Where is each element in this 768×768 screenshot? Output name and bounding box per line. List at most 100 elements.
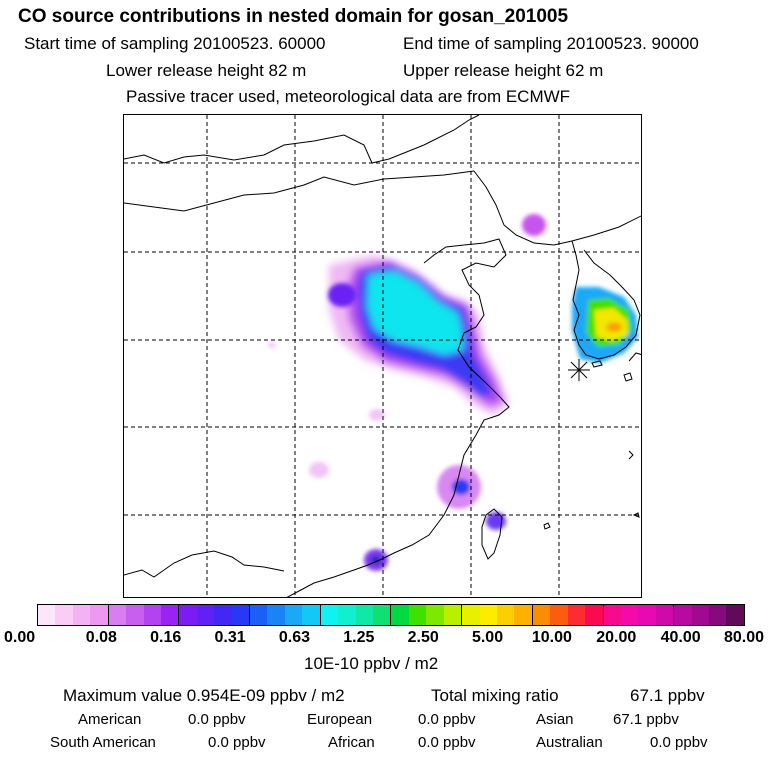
colorbar-cell <box>691 605 710 625</box>
colorbar-tick-label: 0.31 <box>214 629 246 646</box>
colorbar-cell <box>160 605 179 625</box>
african-label: African <box>328 734 375 751</box>
patch-south-core <box>371 556 381 564</box>
receptor-marker <box>568 359 590 381</box>
colorbar-cell <box>55 605 73 625</box>
american-label: American <box>78 711 142 728</box>
colorbar-tick-label: 0.63 <box>278 629 311 646</box>
colorbar-cell <box>620 605 639 625</box>
colorbar-cell <box>90 605 108 625</box>
colorbar-cell <box>585 605 603 625</box>
total-mixing-value: 67.1 ppbv <box>630 686 705 705</box>
colorbar-tick-label: 20.00 <box>596 629 637 646</box>
colorbar-cell <box>638 605 656 625</box>
colorbar-cell <box>567 605 586 625</box>
map-panel <box>123 114 642 598</box>
australian-value: 0.0 ppbv <box>650 734 708 751</box>
patch-southwest <box>309 462 329 478</box>
plot-title: CO source contributions in nested domain… <box>18 6 569 27</box>
colorbar-unit: 10E-10 ppbv / m2 <box>304 654 439 673</box>
colorbar-cell <box>726 605 744 625</box>
tracer-note: Passive tracer used, meteorological data… <box>126 87 571 106</box>
colorbar-cell <box>231 605 250 625</box>
island-3 <box>543 522 551 530</box>
patch-tiny-west <box>268 342 276 348</box>
upper-release-height-label: Upper release height 62 m <box>403 61 604 80</box>
european-value: 0.0 ppbv <box>418 711 476 728</box>
colorbar-cell <box>72 605 91 625</box>
colorbar-cell <box>214 605 232 625</box>
colorbar-tick-label: 1.25 <box>343 629 375 646</box>
colorbar-cell <box>673 605 692 625</box>
graticule <box>124 115 641 597</box>
colorbar-tick-label: 2.50 <box>407 629 439 646</box>
end-time-label: End time of sampling 20100523. 90000 <box>403 34 699 53</box>
colorbar-cell <box>479 605 497 625</box>
island-1 <box>623 372 633 382</box>
colorbar-cell <box>107 605 127 625</box>
japan-kyushu <box>628 352 641 362</box>
colorbar-cell <box>267 605 285 625</box>
patch-north <box>522 214 546 236</box>
colorbar-cell <box>196 605 215 625</box>
colorbar <box>37 604 745 626</box>
australian-label: Australian <box>536 734 603 751</box>
colorbar-cell <box>550 605 568 625</box>
colorbar-tick-label: 40.00 <box>660 629 701 646</box>
lower-release-height-label: Lower release height 82 m <box>106 61 307 80</box>
african-value: 0.0 ppbv <box>418 734 476 751</box>
colorbar-cell <box>531 605 551 625</box>
start-time-label: Start time of sampling 20100523. 60000 <box>24 34 326 53</box>
map-canvas <box>124 115 641 597</box>
asian-label: Asian <box>536 711 574 728</box>
colorbar-cell <box>284 605 303 625</box>
china-northern-border <box>124 115 480 164</box>
colorbar-cell <box>302 605 320 625</box>
coastlines <box>124 115 641 597</box>
colorbar-cell <box>178 605 197 625</box>
european-label: European <box>307 711 373 728</box>
colorbar-cell <box>426 605 444 625</box>
mongolia-border <box>124 170 475 212</box>
bohai-coast <box>286 238 510 597</box>
jeju-island <box>591 360 603 368</box>
colorbar-cell <box>496 605 515 625</box>
colorbar-cell <box>514 605 532 625</box>
colorbar-cell <box>249 605 268 625</box>
colorbar-cell <box>38 605 56 625</box>
concentration-field <box>268 214 638 571</box>
taiwan <box>481 508 503 560</box>
colorbar-tick-label: 0.00 <box>4 629 36 646</box>
colorbar-cell <box>319 605 339 625</box>
island-2 <box>628 450 634 460</box>
colorbar-tick-label: 10.00 <box>531 629 572 646</box>
asian-value: 67.1 ppbv <box>613 711 679 728</box>
colorbar-cell <box>408 605 427 625</box>
colorbar-cell <box>373 605 391 625</box>
plume-core-cyan <box>367 271 464 355</box>
south-american-label: South American <box>50 734 156 751</box>
colorbar-cell <box>143 605 161 625</box>
max-value-label: Maximum value 0.954E-09 ppbv / m2 <box>63 686 345 705</box>
total-mixing-label: Total mixing ratio <box>431 686 559 705</box>
colorbar-cell <box>355 605 374 625</box>
colorbar-cell <box>443 605 462 625</box>
china-east-coast <box>473 170 641 246</box>
colorbar-cell <box>709 605 727 625</box>
colorbar-tick-label: 0.08 <box>85 629 117 646</box>
colorbar-cell <box>390 605 409 625</box>
south-american-value: 0.0 ppbv <box>208 734 266 751</box>
patch-west <box>328 283 356 307</box>
colorbar-cell <box>126 605 144 625</box>
colorbar-cell <box>655 605 674 625</box>
colorbar-tick-label: 0.16 <box>150 629 182 646</box>
korean-peninsula <box>571 240 641 360</box>
patch-mid <box>369 409 385 421</box>
colorbar-cell <box>338 605 356 625</box>
american-value: 0.0 ppbv <box>188 711 246 728</box>
korea-hotspot-orange <box>606 322 622 332</box>
colorbar-tick-label: 5.00 <box>471 629 504 646</box>
colorbar-cell <box>602 605 621 625</box>
colorbar-cell <box>461 605 480 625</box>
southwest-border <box>124 550 285 578</box>
